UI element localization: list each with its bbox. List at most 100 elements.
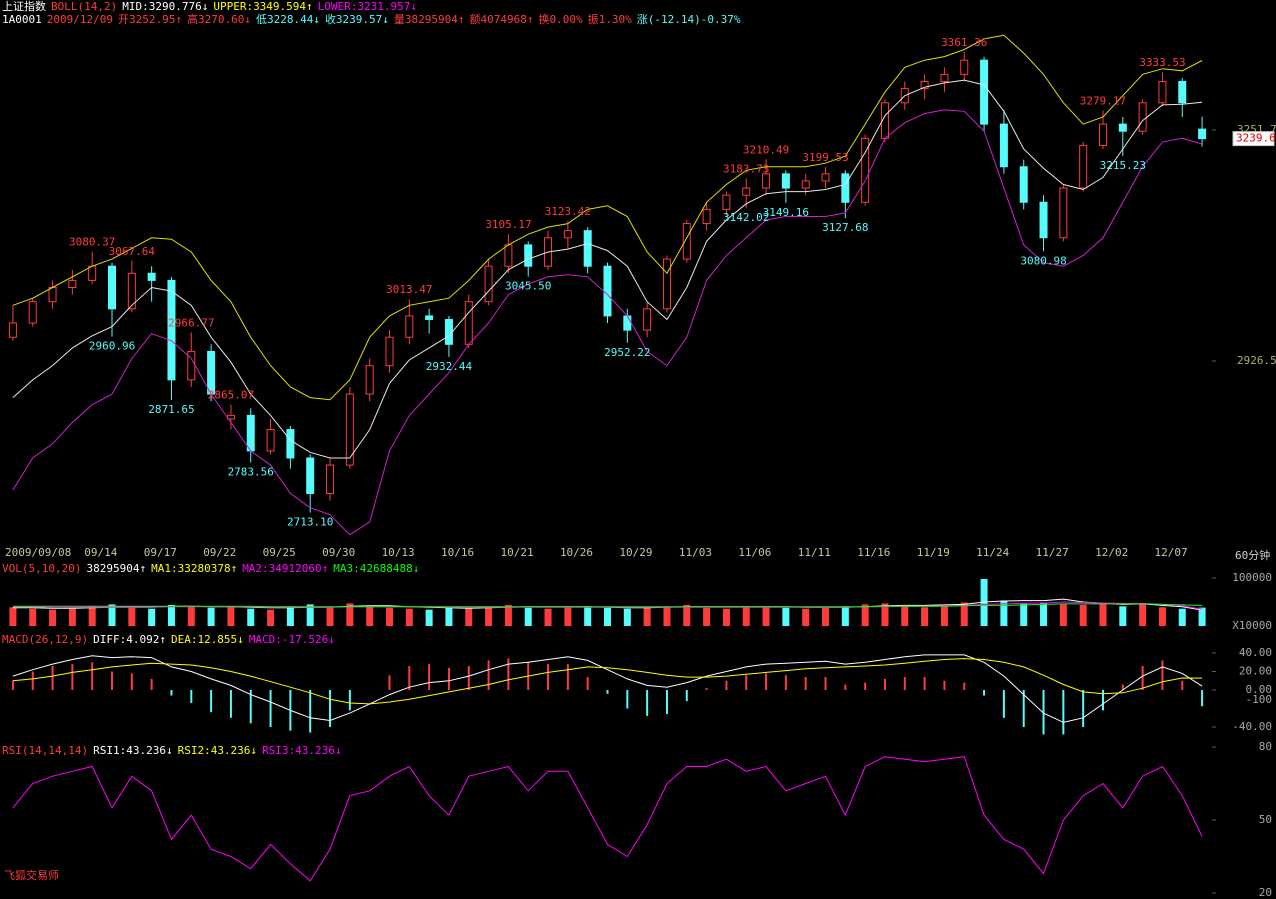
y-tick-label: 20 — [1259, 886, 1272, 899]
price-annotation: 2952.22 — [604, 346, 650, 359]
candle-body — [583, 230, 592, 267]
volume-bar — [68, 607, 76, 626]
volume-bar — [1119, 606, 1127, 626]
candle-body — [682, 223, 691, 260]
legend-item: 量38295904↑ — [394, 13, 465, 26]
volume-bar — [762, 607, 770, 626]
volume-bar — [346, 603, 354, 626]
price-annotation: 2713.10 — [287, 516, 333, 529]
legend-item: 开3252.95↑ — [118, 13, 182, 26]
axis-note: -100 — [1246, 693, 1273, 706]
candle-body — [821, 173, 830, 182]
volume-bar — [465, 607, 473, 626]
rsi-line — [12, 756, 1203, 882]
volume-bar — [1020, 603, 1028, 626]
volume-bar — [88, 606, 96, 626]
volume-bar — [9, 607, 17, 626]
candle-body — [762, 173, 771, 189]
boll-line — [12, 34, 1203, 401]
price-annotation: 3080.98 — [1020, 254, 1066, 267]
x-tick-label: 09/14 — [84, 546, 117, 559]
x-tick-label: 10/13 — [382, 546, 415, 559]
candle-body — [1098, 123, 1107, 146]
legend-item: 换0.00% — [539, 12, 583, 26]
legend-item: 涨(-12.14)-0.37% — [637, 13, 741, 26]
y-tick-label: -40.00 — [1232, 720, 1272, 733]
volume-bar — [267, 609, 275, 626]
y-tick-label: 0.00 — [1246, 683, 1273, 696]
last-price-label: 3239.6 — [1236, 132, 1276, 145]
volume-bar — [1178, 608, 1186, 626]
y-tick-label: 80 — [1259, 740, 1272, 753]
boll-line — [12, 109, 1203, 536]
x-tick-label: 10/21 — [500, 546, 533, 559]
price-annotation: 2783.56 — [228, 466, 274, 479]
price-annotation: 3361.36 — [941, 36, 987, 49]
candle-body — [861, 137, 870, 203]
price-annotation: 3123.42 — [545, 205, 591, 218]
candle-body — [1039, 201, 1048, 239]
volume-bar — [148, 608, 156, 626]
candle-body — [385, 336, 394, 367]
volume-bar — [544, 608, 552, 626]
candle-body — [742, 187, 751, 196]
volume-bar — [940, 604, 948, 626]
volume-bar — [1158, 607, 1166, 626]
x-tick-label: 12/07 — [1155, 546, 1188, 559]
price-annotation: 3013.47 — [386, 283, 432, 296]
candle-body — [326, 464, 335, 495]
volume-bar — [445, 607, 453, 626]
candle-body — [484, 265, 493, 303]
candle-body — [841, 173, 850, 203]
legend-item: MID:3290.776↓ — [122, 0, 208, 13]
x-tick-label: 11/16 — [857, 546, 890, 559]
candle-body — [1138, 102, 1147, 132]
candle-body — [306, 457, 315, 495]
x-tick-label: 11/19 — [917, 546, 950, 559]
volume-bar — [207, 607, 215, 626]
x-tick-label: 09/17 — [144, 546, 177, 559]
candle-body — [108, 265, 117, 310]
volume-bar — [128, 607, 136, 626]
candle-body — [960, 59, 969, 75]
price-annotation: 2865.07 — [208, 389, 254, 402]
volume-bar — [326, 607, 334, 626]
candle-body — [266, 429, 275, 452]
volume-bar — [247, 608, 255, 626]
price-annotation: 3067.64 — [109, 245, 156, 258]
price-annotation: 3149.16 — [763, 206, 809, 219]
legend-item: 额4074968↑ — [470, 13, 534, 26]
volume-bar — [861, 604, 869, 626]
price-annotation: 2932.44 — [426, 360, 473, 373]
volume-bar — [584, 606, 592, 626]
macd-line — [12, 654, 1203, 723]
volume-bar — [425, 609, 433, 626]
price-annotation: 3279.17 — [1080, 94, 1126, 107]
x-tick-label: 12/02 — [1095, 546, 1128, 559]
volume-bar — [306, 604, 314, 626]
candle-body — [405, 315, 414, 338]
candle-body — [167, 279, 176, 381]
volume-bar — [1000, 600, 1008, 626]
legend-item: DIFF:4.092↑ — [93, 633, 166, 646]
macd-line — [12, 658, 1203, 705]
legend-item: 高3270.60↓ — [187, 12, 251, 26]
volume-bar — [108, 604, 116, 626]
legend-item: 低3228.44↓ — [256, 13, 320, 26]
x-tick-label: 11/03 — [679, 546, 712, 559]
price-annotation: 2966.77 — [168, 316, 214, 329]
footer-brand: 飞狐交易师 — [4, 868, 59, 882]
legend-item: MACD(26,12,9) — [2, 633, 88, 646]
legend-item: RSI1:43.236↓ — [93, 744, 172, 757]
price-annotation: 3045.50 — [505, 279, 551, 292]
y-tick-label: 40.00 — [1239, 646, 1272, 659]
volume-bar — [1059, 604, 1067, 626]
x-tick-label: 11/24 — [976, 546, 1009, 559]
volume-bar — [921, 607, 929, 626]
candle-body — [999, 123, 1008, 168]
boll-line — [12, 79, 1203, 459]
volume-bar — [703, 607, 711, 626]
volume-bar — [405, 608, 413, 626]
candle-body — [563, 230, 572, 239]
